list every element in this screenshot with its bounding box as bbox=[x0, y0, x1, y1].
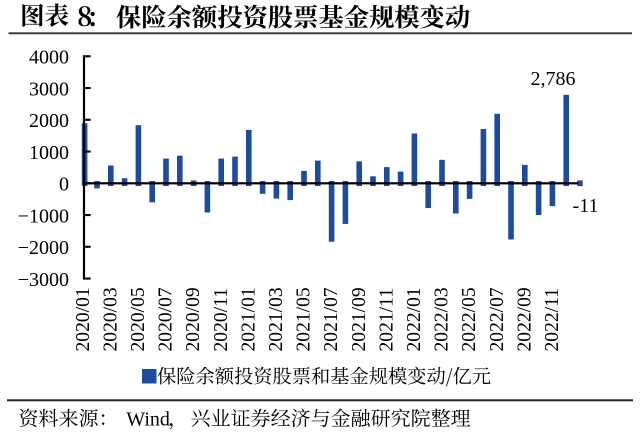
svg-text:2,786: 2,786 bbox=[531, 68, 576, 90]
svg-text:2020/03: 2020/03 bbox=[100, 287, 121, 351]
svg-text:2021/05: 2021/05 bbox=[294, 287, 315, 351]
svg-text:2000: 2000 bbox=[29, 110, 69, 132]
svg-text:2020/07: 2020/07 bbox=[156, 287, 177, 351]
svg-text:2021/07: 2021/07 bbox=[321, 287, 342, 351]
svg-text:−3000: −3000 bbox=[18, 269, 69, 291]
svg-text:3000: 3000 bbox=[29, 78, 69, 100]
svg-text:0: 0 bbox=[59, 174, 69, 196]
svg-text:2022/11: 2022/11 bbox=[542, 288, 563, 352]
svg-text:2020/05: 2020/05 bbox=[128, 287, 149, 351]
svg-text:1000: 1000 bbox=[29, 142, 69, 164]
svg-text:2021/01: 2021/01 bbox=[238, 287, 259, 351]
svg-text:2020/11: 2020/11 bbox=[211, 288, 232, 352]
svg-text:2022/01: 2022/01 bbox=[404, 287, 425, 351]
svg-text:−1000: −1000 bbox=[18, 205, 69, 227]
svg-text:2022/05: 2022/05 bbox=[459, 287, 480, 351]
svg-text:2021/09: 2021/09 bbox=[349, 287, 370, 351]
svg-text:2021/11: 2021/11 bbox=[376, 288, 397, 352]
svg-text:2022/07: 2022/07 bbox=[487, 287, 508, 351]
svg-text:2020/09: 2020/09 bbox=[183, 287, 204, 351]
svg-text:-11: -11 bbox=[573, 195, 599, 217]
svg-text:2022/03: 2022/03 bbox=[432, 287, 453, 351]
svg-text:2021/03: 2021/03 bbox=[266, 287, 287, 351]
svg-text:Wind: Wind bbox=[126, 409, 170, 431]
svg-text:4000: 4000 bbox=[29, 47, 69, 69]
svg-text:2022/09: 2022/09 bbox=[514, 287, 535, 351]
svg-text:−2000: −2000 bbox=[18, 237, 69, 259]
svg-text:2020/01: 2020/01 bbox=[73, 287, 94, 351]
